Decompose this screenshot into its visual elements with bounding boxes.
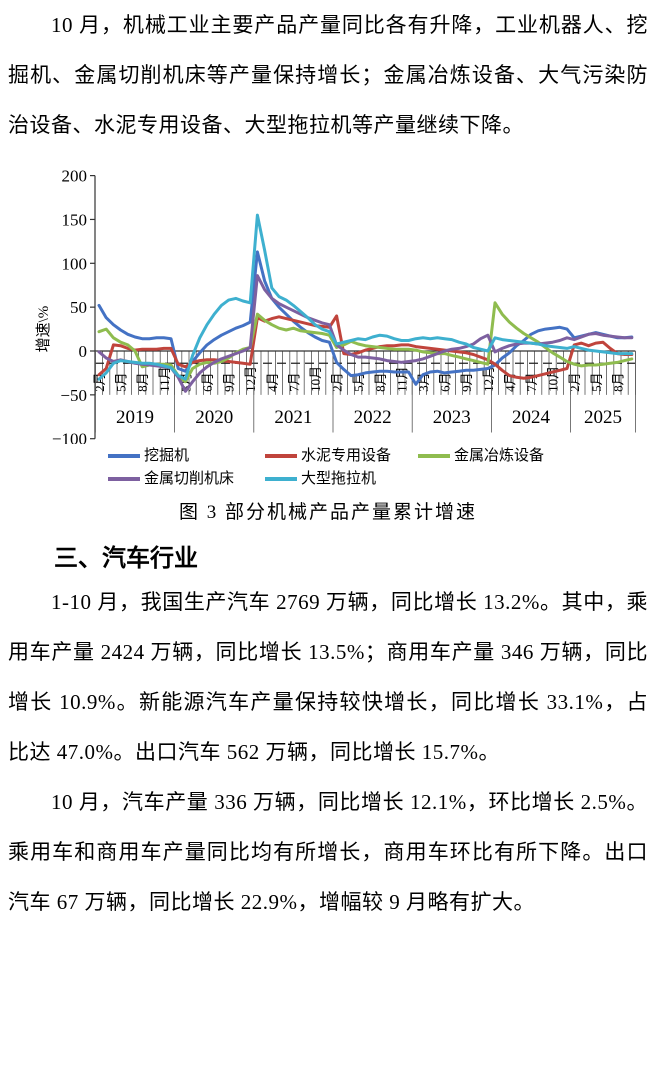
paragraph-auto-october: 10 月，汽车产量 336 万辆，同比增长 12.1%，环比增长 2.5%。乘用… xyxy=(8,790,648,914)
svg-text:2月: 2月 xyxy=(330,372,345,392)
legend-label: 金属切削机床 xyxy=(144,471,235,487)
svg-text:9月: 9月 xyxy=(222,372,237,392)
paragraph-auto-cumulative: 1-10 月，我国生产汽车 2769 万辆，同比增长 13.2%。其中，乘用车产… xyxy=(8,590,648,764)
svg-text:0: 0 xyxy=(79,342,88,361)
report-page: 10 月，机械工业主要产品产量同比各有升降，工业机器人、挖掘机、金属切削机床等产… xyxy=(8,13,648,914)
svg-text:8月: 8月 xyxy=(135,372,150,392)
paragraph-machinery-output: 10 月，机械工业主要产品产量同比各有升降，工业机器人、挖掘机、金属切削机床等产… xyxy=(8,13,648,137)
legend-line-swatch-icon xyxy=(265,454,297,458)
svg-text:−50: −50 xyxy=(60,386,87,405)
svg-text:9月: 9月 xyxy=(459,372,474,392)
legend-line-swatch-icon xyxy=(265,477,297,481)
legend-label: 大型拖拉机 xyxy=(301,471,377,487)
svg-text:10月: 10月 xyxy=(308,366,323,392)
svg-text:2025: 2025 xyxy=(584,407,622,428)
legend-label: 挖掘机 xyxy=(144,448,190,464)
legend-item-水泥专用设备: 水泥专用设备 xyxy=(265,446,418,466)
svg-text:增速\%: 增速\% xyxy=(35,306,52,353)
svg-text:50: 50 xyxy=(70,298,87,317)
legend-item-金属切削机床: 金属切削机床 xyxy=(108,469,265,489)
legend-line-swatch-icon xyxy=(418,454,450,458)
svg-text:−100: −100 xyxy=(52,430,87,444)
legend-line-swatch-icon xyxy=(108,454,140,458)
svg-text:5月: 5月 xyxy=(351,372,366,392)
svg-text:2020: 2020 xyxy=(195,407,233,428)
svg-text:2022: 2022 xyxy=(354,407,392,428)
svg-text:11月: 11月 xyxy=(157,366,172,392)
svg-text:2月: 2月 xyxy=(567,372,582,392)
svg-text:5月: 5月 xyxy=(114,372,129,392)
legend-item-金属冶炼设备: 金属冶炼设备 xyxy=(418,446,648,466)
legend-label: 水泥专用设备 xyxy=(301,448,392,464)
svg-text:7月: 7月 xyxy=(286,372,301,392)
figure3-caption: 图 3 部分机械产品产量累计增速 xyxy=(178,502,477,523)
section-heading-auto-industry: 三、汽车行业 xyxy=(54,545,198,572)
svg-text:8月: 8月 xyxy=(610,372,625,392)
svg-text:12月: 12月 xyxy=(243,366,258,392)
legend-line-swatch-icon xyxy=(108,477,140,481)
svg-text:6月: 6月 xyxy=(200,372,215,392)
svg-text:4月: 4月 xyxy=(265,372,280,392)
svg-text:150: 150 xyxy=(62,210,88,229)
legend-item-挖掘机: 挖掘机 xyxy=(108,446,265,466)
svg-text:8月: 8月 xyxy=(373,372,388,392)
svg-text:100: 100 xyxy=(62,254,88,273)
legend-item-大型拖拉机: 大型拖拉机 xyxy=(265,469,418,489)
svg-text:200: 200 xyxy=(62,167,88,186)
svg-text:11月: 11月 xyxy=(394,366,409,392)
svg-text:2023: 2023 xyxy=(433,407,471,428)
svg-text:5月: 5月 xyxy=(589,372,604,392)
chart-legend: 挖掘机 水泥专用设备 金属冶炼设备金属切削机床 大型拖拉机 xyxy=(8,446,648,489)
figure-3: 200 150 100 50 0 −50 −100 增速\% 2月 5月 8月 11月 3月 6月 9月 12… xyxy=(8,152,648,524)
svg-text:12月: 12月 xyxy=(481,366,496,392)
svg-text:2019: 2019 xyxy=(116,407,154,428)
svg-text:2024: 2024 xyxy=(512,407,551,428)
svg-text:6月: 6月 xyxy=(438,372,453,392)
svg-text:2021: 2021 xyxy=(274,407,312,428)
legend-label: 金属冶炼设备 xyxy=(454,448,545,464)
